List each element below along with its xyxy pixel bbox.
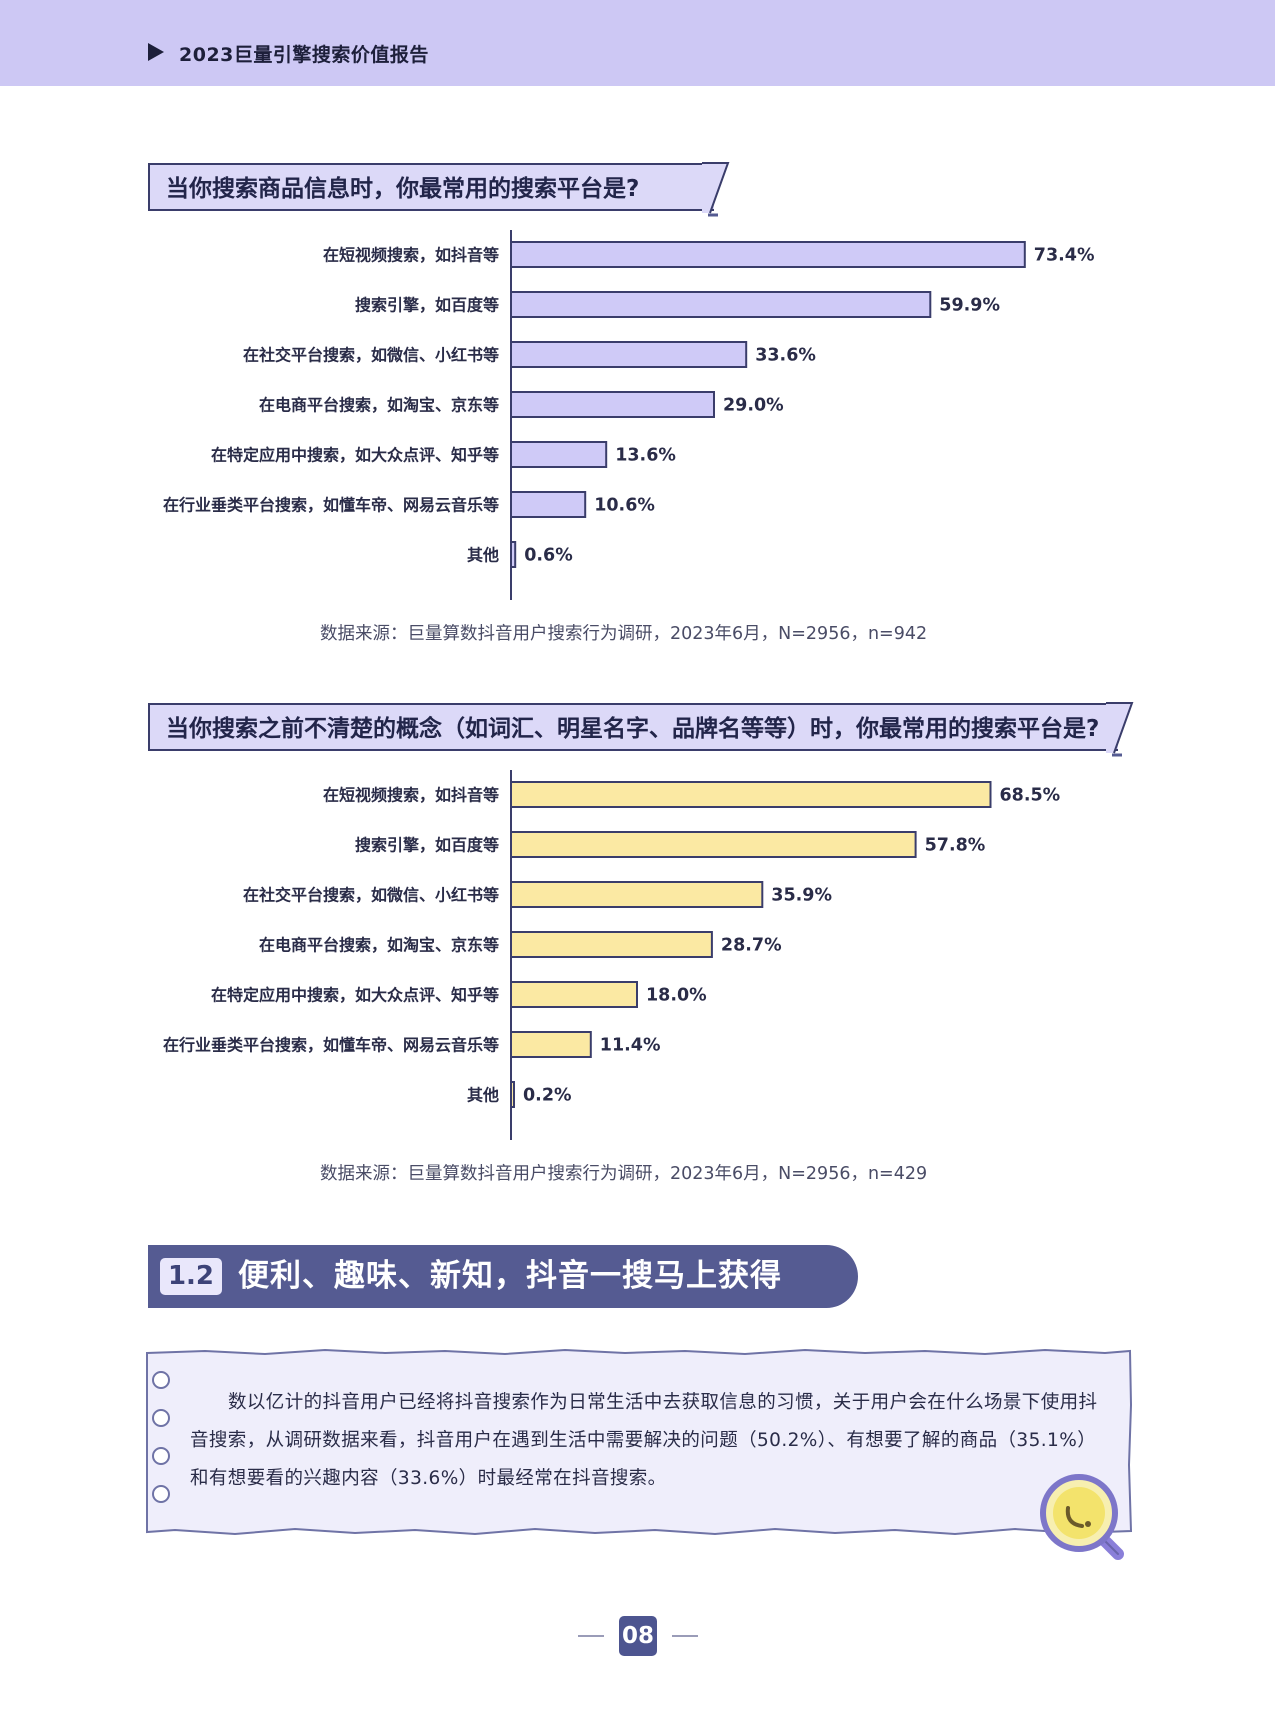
chart-2-bars: 在短视频搜索，如抖音等 68.5% 搜索引擎，如百度等 57.8% 在社交平台搜索，如微… — [163, 770, 1061, 1140]
magnifier-icon — [1040, 1474, 1124, 1560]
chart-1-bar — [510, 391, 715, 418]
chart-2-category-label: 在短视频搜索，如抖音等 — [323, 786, 499, 805]
page-number-block: 08 — [578, 1616, 698, 1656]
chart-1-bar — [510, 541, 517, 568]
play-arrow-icon — [148, 43, 164, 61]
chart-2-value-label: 0.2% — [523, 1086, 572, 1106]
chart-1-bar — [510, 491, 587, 518]
chart-2-category-label: 在电商平台搜索，如淘宝、京东等 — [259, 936, 499, 955]
page-number: 08 — [619, 1616, 657, 1656]
chart-2-category-label: 其他 — [467, 1086, 499, 1105]
chart-1-bar — [510, 291, 932, 318]
chart-1-value-label: 0.6% — [524, 546, 573, 566]
chart-1-title-tail — [702, 162, 730, 217]
header-band — [0, 0, 1275, 86]
chart-1-value-label: 13.6% — [615, 446, 676, 466]
chart-2-category-label: 在行业垂类平台搜索，如懂车帝、网易云音乐等 — [163, 1036, 499, 1055]
chart-1-category-label: 在短视频搜索，如抖音等 — [323, 246, 499, 265]
chart-2-title-tail — [1106, 702, 1134, 757]
note-paragraph: 数以亿计的抖音用户已经将抖音搜索作为日常生活中去获取信息的习惯，关于用户会在什么… — [190, 1392, 1098, 1489]
chart-1-bar — [510, 241, 1026, 268]
section-number: 1.2 — [160, 1258, 222, 1295]
chart-2-value-label: 68.5% — [1000, 786, 1061, 806]
chart-1-value-label: 59.9% — [939, 296, 1000, 316]
chart-2-category-label: 在社交平台搜索，如微信、小红书等 — [243, 886, 499, 905]
chart-1-bar — [510, 441, 608, 468]
chart-2-category-label: 搜索引擎，如百度等 — [355, 836, 499, 855]
page-line-left — [578, 1635, 604, 1637]
chart-1-value-label: 29.0% — [723, 396, 784, 416]
chart-2-bar — [510, 881, 764, 908]
chart-1-source: 数据来源：巨量算数抖音用户搜索行为调研，2023年6月，N=2956，n=942 — [320, 624, 928, 644]
chart-2-source: 数据来源：巨量算数抖音用户搜索行为调研，2023年6月，N=2956，n=429 — [320, 1164, 928, 1184]
chart-2-bar — [510, 831, 917, 858]
chart-1-category-label: 在电商平台搜索，如淘宝、京东等 — [259, 396, 499, 415]
chart-1-category-label: 其他 — [467, 546, 499, 565]
chart-1-category-label: 在特定应用中搜索，如大众点评、知乎等 — [211, 446, 499, 465]
chart-1-category-label: 在行业垂类平台搜索，如懂车帝、网易云音乐等 — [163, 496, 499, 515]
chart-2-question: 当你搜索之前不清楚的概念（如词汇、明星名字、品牌名等等）时，你最常用的搜索平台是… — [148, 703, 1118, 751]
section-title: 便利、趣味、新知，抖音一搜马上获得 — [238, 1258, 782, 1294]
chart-2-bar — [510, 931, 713, 958]
chart-2-bar — [510, 781, 992, 808]
chart-2-value-label: 18.0% — [646, 986, 707, 1006]
chart-2-bar — [510, 1081, 515, 1108]
chart-1-value-label: 73.4% — [1034, 246, 1095, 266]
chart-1-category-label: 搜索引擎，如百度等 — [355, 296, 499, 315]
chart-2-bar — [510, 1031, 592, 1058]
chart-2-value-label: 35.9% — [771, 886, 832, 906]
chart-2-bar — [510, 981, 638, 1008]
chart-2-value-label: 57.8% — [925, 836, 986, 856]
chart-1-value-label: 33.6% — [755, 346, 816, 366]
chart-2-value-label: 28.7% — [721, 936, 782, 956]
page-line-right — [672, 1635, 698, 1637]
chart-2-value-label: 11.4% — [600, 1036, 661, 1056]
chart-1-category-label: 在社交平台搜索，如微信、小红书等 — [243, 346, 499, 365]
chart-2-category-label: 在特定应用中搜索，如大众点评、知乎等 — [211, 986, 499, 1005]
chart-1-bars: 在短视频搜索，如抖音等 73.4% 搜索引擎，如百度等 59.9% 在社交平台搜索，如微… — [163, 230, 1095, 600]
section-banner — [148, 1245, 858, 1308]
chart-1-value-label: 10.6% — [594, 496, 655, 516]
report-title: 2023巨量引擎搜索价值报告 — [179, 44, 429, 66]
chart-1-bar — [510, 341, 748, 368]
chart-1-question: 当你搜索商品信息时，你最常用的搜索平台是? — [148, 163, 714, 211]
note-card — [146, 1348, 1133, 1536]
